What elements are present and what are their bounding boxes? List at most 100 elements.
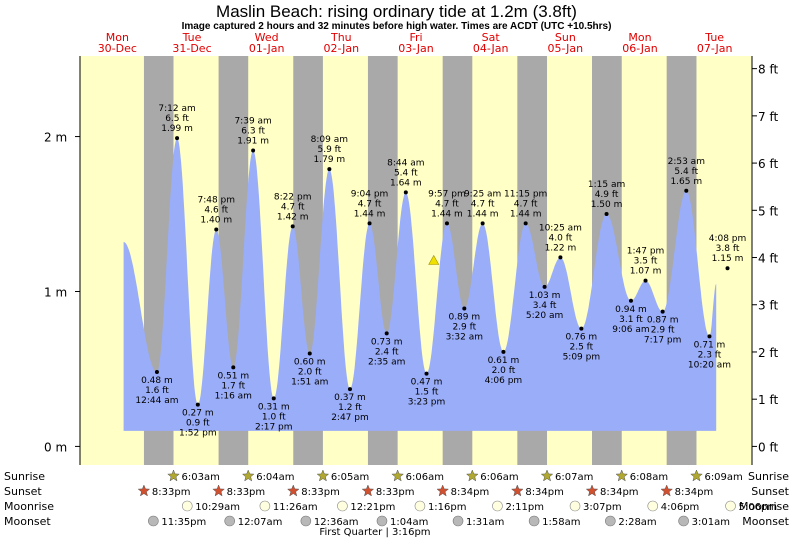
extreme-label: 0.71 m	[694, 340, 726, 350]
extreme-point	[643, 278, 648, 283]
left-tick-label: 0 m	[44, 440, 67, 454]
moonrise-icon	[569, 500, 581, 512]
extreme-point	[444, 221, 449, 226]
extreme-label: 3:23 pm	[408, 398, 446, 408]
sunset-icon	[510, 484, 524, 497]
moonrise-time: 10:29am	[195, 502, 240, 513]
moonset-row-label-left: Moonset	[4, 515, 51, 528]
extreme-label: 9:06 am	[612, 325, 649, 335]
extreme-label: 0.60 m	[294, 357, 326, 367]
sunset-row-label-left: Sunset	[4, 485, 42, 498]
moonrise-icon	[259, 500, 271, 512]
extreme-label: 4.7 ft	[358, 199, 382, 209]
moonset-time: 2:28am	[618, 517, 656, 528]
sunrise-time: 6:04am	[256, 472, 294, 483]
extreme-point	[307, 351, 312, 356]
sunrise-icon	[465, 469, 479, 482]
extreme-label: 2.3 ft	[698, 350, 722, 360]
extreme-label: 1.07 m	[630, 267, 662, 277]
extreme-label: 0.27 m	[182, 409, 214, 419]
sunset-time: 8:34pm	[675, 487, 714, 498]
moonset-time: 3:01am	[692, 517, 730, 528]
extreme-label: 7:39 am	[234, 117, 271, 127]
extreme-point	[271, 396, 276, 401]
extreme-label: 0.48 m	[141, 376, 173, 386]
date-label: 07-Jan	[697, 42, 733, 55]
extreme-label: 10:20 am	[688, 360, 731, 370]
sunset-time: 8:34pm	[600, 487, 639, 498]
extreme-label: 8:44 am	[387, 158, 424, 168]
extreme-label: 0.31 m	[258, 402, 290, 412]
extreme-label: 4.7 ft	[435, 199, 459, 209]
day-of-week-label: Mon	[106, 31, 129, 44]
right-tick-label: 5 ft	[758, 204, 778, 218]
extreme-label: 8:22 pm	[274, 192, 312, 202]
moonrise-time: 5:06pm	[739, 502, 778, 513]
extreme-label: 4.7 ft	[514, 199, 538, 209]
extreme-point	[480, 221, 485, 226]
extreme-label: 1.44 m	[510, 209, 542, 219]
extreme-label: 1.91 m	[237, 137, 269, 147]
sunrise-icon	[615, 469, 629, 482]
extreme-label: 1:15 am	[588, 180, 625, 190]
extreme-point	[542, 284, 547, 289]
moonrise-time: 11:26am	[273, 502, 318, 513]
moonrise-icon	[725, 500, 736, 512]
sunrise-time: 6:07am	[555, 472, 593, 483]
moon-phase-label: First Quarter | 3:16pm	[319, 527, 430, 538]
extreme-label: 0.47 m	[411, 378, 443, 388]
extreme-label: 9:57 pm	[428, 189, 466, 199]
extreme-label: 5.9 ft	[317, 145, 341, 155]
extreme-label: 1:52 pm	[179, 429, 217, 439]
extreme-point	[290, 224, 295, 229]
extreme-point	[384, 331, 389, 336]
moonset-icon	[300, 515, 312, 527]
tide-area	[123, 138, 717, 431]
sunset-icon	[137, 484, 151, 497]
extreme-point	[501, 349, 506, 354]
moonset-icon	[148, 515, 159, 527]
sunrise-icon	[241, 469, 255, 482]
date-label: 30-Dec	[98, 42, 137, 55]
sunset-icon	[212, 484, 225, 497]
extreme-label: 1:51 am	[291, 377, 328, 387]
extreme-label: 2.9 ft	[651, 326, 675, 336]
extreme-label: 1.44 m	[431, 209, 463, 219]
extreme-point	[558, 255, 563, 260]
extreme-point	[628, 298, 633, 303]
moonrise-icon	[414, 500, 426, 512]
extreme-label: 2.0 ft	[492, 366, 516, 376]
chart-title: Maslin Beach: rising ordinary tide at 1.…	[216, 2, 577, 21]
extreme-label: 5:09 pm	[563, 353, 601, 363]
right-tick-label: 7 ft	[758, 110, 778, 124]
right-tick-label: 6 ft	[758, 157, 778, 171]
moonrise-time: 3:07pm	[583, 502, 622, 513]
extreme-point	[660, 309, 665, 314]
extreme-point	[175, 136, 180, 141]
sunset-icon	[286, 484, 300, 497]
sunset-time: 8:33pm	[301, 487, 340, 498]
date-label: 01-Jan	[249, 42, 285, 55]
extreme-point	[523, 221, 528, 226]
day-of-week-label: Fri	[409, 31, 422, 44]
extreme-label: 3:32 am	[446, 333, 483, 343]
extreme-label: 9:04 pm	[351, 189, 389, 199]
day-of-week-label: Thu	[330, 31, 352, 44]
extreme-point	[154, 370, 159, 375]
extreme-label: 4.0 ft	[549, 233, 573, 243]
sunrise-time: 6:06am	[406, 472, 444, 483]
right-tick-label: 4 ft	[758, 252, 778, 266]
sunrise-icon	[540, 469, 554, 482]
extreme-point	[579, 326, 584, 331]
date-label: 02-Jan	[324, 42, 360, 55]
moonrise-icon	[337, 500, 348, 512]
extreme-label: 7:12 am	[158, 104, 195, 114]
moonrise-time: 12:21pm	[350, 502, 395, 513]
extreme-label: 1.50 m	[591, 200, 623, 210]
extreme-label: 0.76 m	[566, 333, 598, 343]
extreme-label: 1.79 m	[314, 155, 346, 165]
extreme-label: 4.6 ft	[204, 206, 228, 216]
sunset-time: 8:33pm	[152, 487, 191, 498]
extreme-label: 4.9 ft	[595, 190, 619, 200]
extreme-label: 1.40 m	[200, 216, 232, 226]
